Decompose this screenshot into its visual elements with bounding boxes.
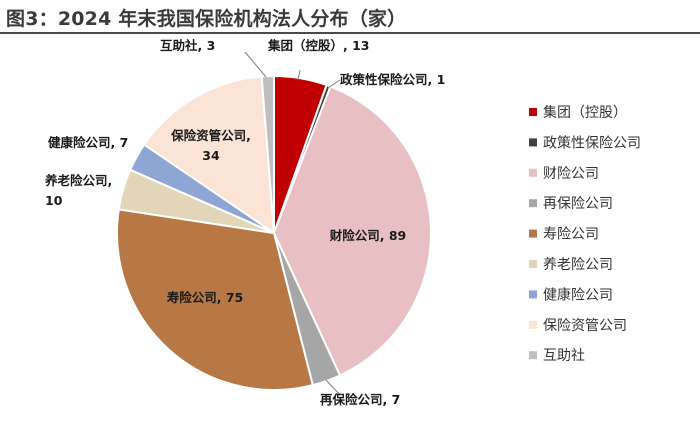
legend-swatch xyxy=(529,168,537,177)
leader-line-4 xyxy=(325,379,341,396)
title-divider xyxy=(0,32,700,34)
legend-swatch xyxy=(529,320,537,329)
data-label-2: 政策性保险公司, 1 xyxy=(340,72,445,87)
data-label-5: 寿险公司, 75 xyxy=(167,290,244,305)
leader-line-9 xyxy=(244,51,267,78)
legend-label: 政策性保险公司 xyxy=(543,134,641,151)
legend-label: 养老险公司 xyxy=(543,257,613,273)
pie-slice-3 xyxy=(272,85,432,377)
data-label-7: 健康险公司, 7 xyxy=(48,135,128,150)
legend-swatch xyxy=(529,351,537,360)
legend-label: 再保险公司 xyxy=(543,196,613,212)
pie-slices xyxy=(116,74,432,391)
leader-lines xyxy=(244,51,341,396)
legend-item-7: 健康险公司 xyxy=(529,286,613,303)
data-label-9: 互助社, 3 xyxy=(160,38,215,53)
pie-slice-8 xyxy=(142,75,276,236)
legend-swatch xyxy=(529,290,537,299)
data-label-6: 养老险公司, 10 xyxy=(44,173,112,208)
data-label-1: 集团（控股）, 13 xyxy=(267,38,370,53)
pie-slice-9 xyxy=(260,74,275,234)
data-labels: 集团（控股）, 13 政策性保险公司, 1 财险公司, 89 再保险公司, 7 寿险公司… xyxy=(44,38,445,407)
leader-line-2 xyxy=(327,79,341,89)
legend-label: 寿险公司 xyxy=(543,226,599,243)
legend-item-5: 寿险公司 xyxy=(529,226,599,243)
legend-swatch xyxy=(529,260,537,268)
legend-item-9: 互助社 xyxy=(529,348,585,364)
legend-label: 集团（控股） xyxy=(543,104,627,121)
legend-swatch xyxy=(529,138,537,147)
pie-slice-5 xyxy=(116,208,315,391)
legend-item-6: 养老险公司 xyxy=(529,257,613,273)
legend-item-1: 集团（控股） xyxy=(529,104,627,121)
data-label-8: 保险资管公司, 34 xyxy=(170,128,251,163)
legend-label: 财险公司 xyxy=(543,166,599,182)
legend-label: 互助社 xyxy=(543,348,585,364)
legend: 集团（控股） 政策性保险公司财险公司再保险公司寿险公司养老险公司健康险公司保险资管… xyxy=(529,104,641,364)
legend-label: 保险资管公司 xyxy=(543,318,627,334)
legend-item-4: 再保险公司 xyxy=(529,196,613,212)
data-label-3: 财险公司, 89 xyxy=(329,228,407,243)
legend-item-2: 政策性保险公司 xyxy=(529,134,641,151)
leader-line-1 xyxy=(297,69,301,81)
chart-title: 图3：2024 年末我国保险机构法人分布（家） xyxy=(6,8,407,30)
legend-label: 健康险公司 xyxy=(543,286,613,303)
legend-item-3: 财险公司 xyxy=(529,166,599,182)
legend-swatch xyxy=(529,229,537,238)
legend-item-8: 保险资管公司 xyxy=(529,318,627,334)
data-label-4: 再保险公司, 7 xyxy=(320,392,400,407)
legend-swatch xyxy=(529,108,537,116)
legend-swatch xyxy=(529,199,537,208)
